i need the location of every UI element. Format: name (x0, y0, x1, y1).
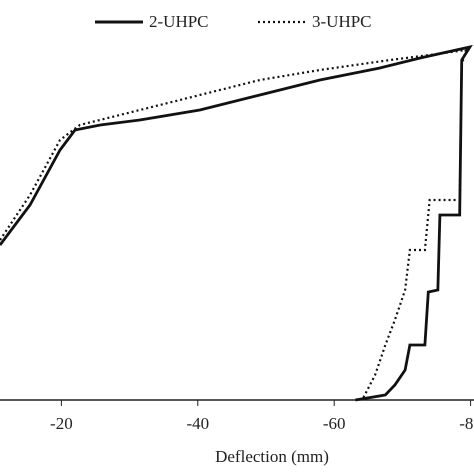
x-tick-label: -80 (459, 414, 474, 433)
series-line (0, 48, 468, 401)
legend-label: 3-UHPC (312, 12, 372, 31)
x-tick-label: -40 (186, 414, 209, 433)
series-line (0, 44, 473, 402)
legend-label: 2-UHPC (149, 12, 209, 31)
x-tick-label: -60 (323, 414, 346, 433)
x-axis-label: Deflection (mm) (215, 447, 329, 466)
x-tick-label: -20 (50, 414, 73, 433)
